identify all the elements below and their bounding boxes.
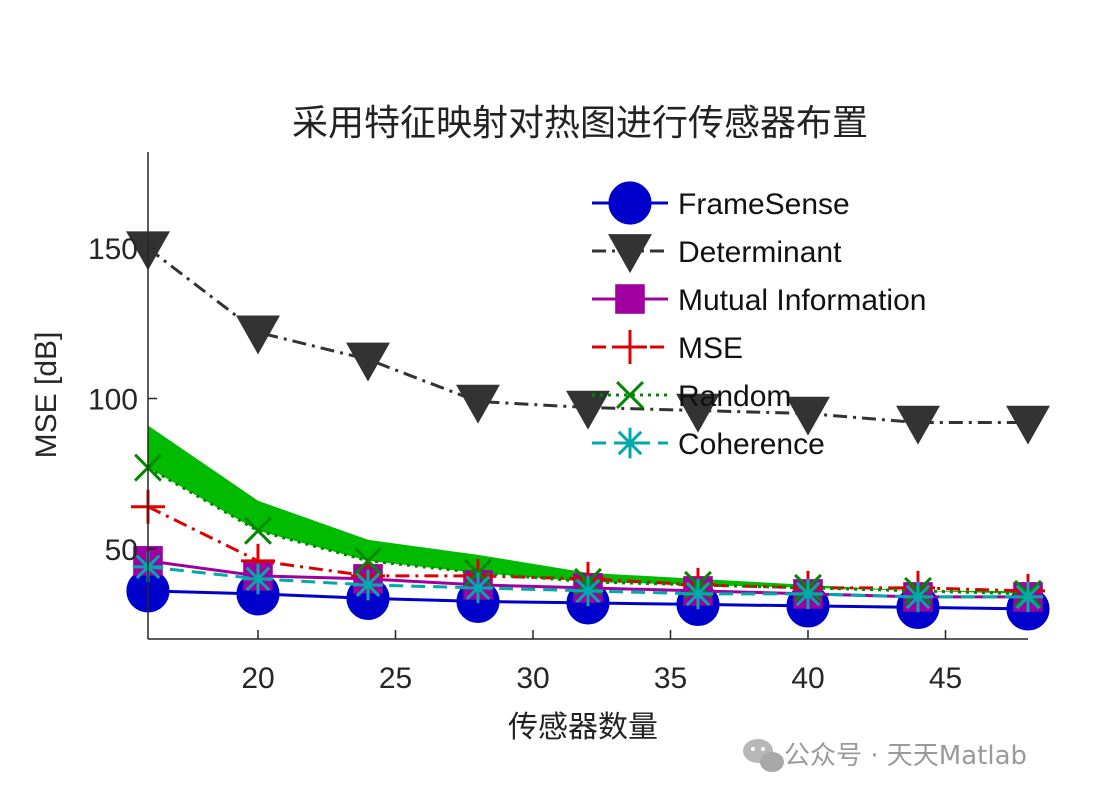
point-coherence-24-b bbox=[355, 572, 381, 598]
legend-label-framesense: FrameSense bbox=[678, 188, 850, 221]
random-range-band bbox=[148, 425, 1028, 594]
point-coherence-28 bbox=[462, 572, 494, 604]
y-axis-label: MSE [dB] bbox=[30, 332, 63, 459]
x-tick-label-40: 40 bbox=[791, 662, 824, 695]
legend-label-determinant: Determinant bbox=[678, 236, 842, 269]
legend-marker-random bbox=[616, 381, 644, 409]
legend-marker-coherence bbox=[614, 427, 646, 459]
x-tick-label-25: 25 bbox=[379, 662, 412, 695]
point-coherence-36-b bbox=[685, 581, 711, 607]
y-tick-label-100: 100 bbox=[88, 384, 138, 417]
series-line-mse bbox=[147, 505, 1029, 593]
series-layer bbox=[126, 231, 1050, 631]
point-determinant-36 bbox=[676, 393, 720, 433]
legend-item-random: Random bbox=[592, 380, 791, 413]
point-coherence-28-b bbox=[465, 575, 491, 601]
watermark-text: 公众号 · 天天Matlab bbox=[784, 741, 1027, 771]
point-coherence-32-b bbox=[575, 578, 601, 604]
x-tick-label-35: 35 bbox=[654, 662, 687, 695]
wechat-icon bbox=[743, 739, 784, 772]
point-determinant-40 bbox=[786, 396, 830, 436]
chart-title: 采用特征映射对热图进行传感器布置 bbox=[292, 103, 868, 144]
legend-marker-random-b bbox=[616, 381, 644, 409]
point-determinant-44 bbox=[896, 405, 940, 445]
legend-label-mse: MSE bbox=[678, 332, 743, 365]
point-determinant-24 bbox=[346, 342, 390, 382]
point-random-20 bbox=[244, 516, 272, 545]
legend-item-determinant: Determinant bbox=[592, 234, 842, 274]
point-random-24 bbox=[354, 546, 382, 575]
legend-label-coherence: Coherence bbox=[678, 428, 825, 461]
point-coherence-40-b bbox=[795, 581, 821, 607]
point-coherence-36 bbox=[682, 578, 714, 610]
point-coherence-48 bbox=[1012, 581, 1044, 613]
legend-marker-mutual-information bbox=[615, 284, 645, 314]
legend-label-random: Random bbox=[678, 380, 791, 413]
point-random-20-b bbox=[244, 516, 272, 545]
x-tick-label-30: 30 bbox=[516, 662, 549, 695]
axes bbox=[147, 152, 1028, 640]
point-coherence-24 bbox=[352, 569, 384, 601]
legend-item-mutual-information: Mutual Information bbox=[592, 284, 926, 317]
tick-labels: 20 25 30 35 40 45 50 100 150 bbox=[88, 233, 962, 695]
point-determinant-48 bbox=[1006, 405, 1050, 445]
point-determinant-28 bbox=[456, 384, 500, 424]
y-tick-label-50: 50 bbox=[105, 534, 138, 567]
series-line-determinant bbox=[147, 247, 1028, 425]
x-tick-label-20: 20 bbox=[241, 662, 274, 695]
point-coherence-20 bbox=[242, 563, 274, 595]
point-coherence-32 bbox=[572, 575, 604, 607]
x-tick-label-45: 45 bbox=[929, 662, 962, 695]
x-axis-label: 传感器数量 bbox=[508, 710, 658, 745]
legend-marker-framesense bbox=[608, 181, 652, 225]
legend-marker-mse bbox=[613, 330, 647, 364]
legend-item-mse: MSE bbox=[592, 330, 743, 365]
point-random-24-b bbox=[354, 546, 382, 575]
point-coherence-40 bbox=[792, 578, 824, 610]
series-determinant bbox=[126, 231, 1050, 445]
point-determinant-20 bbox=[236, 315, 280, 355]
legend-label-mutual-information: Mutual Information bbox=[678, 284, 926, 317]
legend-marker-coherence-b bbox=[617, 430, 643, 456]
legend-marker-determinant bbox=[608, 234, 652, 274]
series-coherence bbox=[132, 551, 1044, 613]
watermark: 公众号 · 天天Matlab bbox=[743, 739, 1027, 772]
y-tick-label-150: 150 bbox=[88, 233, 138, 266]
point-determinant-32 bbox=[566, 390, 610, 430]
legend: FrameSense Determinant Mutual Information M… bbox=[592, 181, 926, 461]
point-coherence-48-b bbox=[1015, 584, 1041, 610]
point-coherence-44 bbox=[902, 581, 934, 613]
point-coherence-20-b bbox=[245, 566, 271, 592]
point-coherence-44-b bbox=[905, 584, 931, 610]
random-band-area bbox=[148, 425, 1028, 594]
legend-item-framesense: FrameSense bbox=[592, 181, 850, 225]
legend-item-coherence: Coherence bbox=[592, 427, 825, 461]
